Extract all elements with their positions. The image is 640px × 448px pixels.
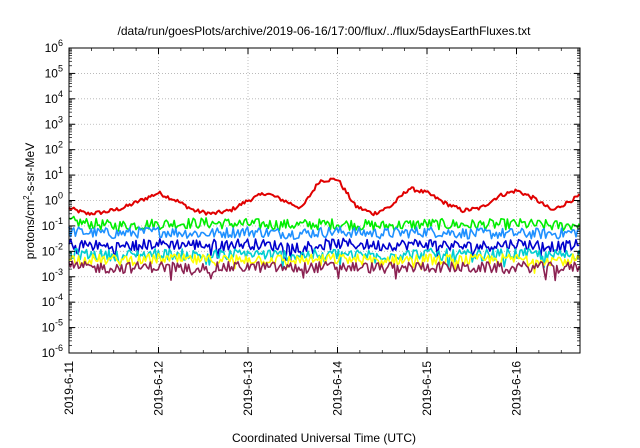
y-axis-label: protons/cm2-s-sr-MeV bbox=[22, 143, 37, 259]
y-tick-label: 10-1 bbox=[42, 216, 63, 233]
chart-title: /data/run/goesPlots/archive/2019-06-16/1… bbox=[118, 24, 532, 38]
x-tick-label: 2019-6-16 bbox=[510, 361, 524, 416]
series-line bbox=[68, 260, 580, 282]
x-tick-label: 2019-6-13 bbox=[241, 361, 255, 416]
y-tick-label: 10-5 bbox=[42, 318, 63, 335]
y-tick-label: 101 bbox=[45, 165, 63, 182]
series-line bbox=[68, 237, 580, 262]
series-line bbox=[68, 177, 581, 217]
x-tick-label: 2019-6-12 bbox=[152, 361, 166, 416]
series-line bbox=[68, 225, 580, 240]
y-tick-label: 103 bbox=[45, 114, 63, 131]
y-tick-label: 10-4 bbox=[42, 292, 63, 309]
grid-lines bbox=[69, 48, 580, 353]
y-tick-label: 100 bbox=[45, 191, 63, 208]
x-axis-ticks: 2019-6-11 2019-6-12 2019-6-13 2019-6-14 2019… bbox=[62, 48, 562, 416]
y-axis-ticks: 10-6 10-5 10-4 10-3 10-2 10-1 100 101 102 103 104 1… bbox=[42, 38, 580, 360]
y-tick-label: 10-6 bbox=[42, 343, 63, 360]
data-series-group bbox=[68, 177, 581, 282]
y-tick-label: 102 bbox=[45, 140, 63, 157]
x-tick-label: 2019-6-14 bbox=[331, 361, 345, 416]
series-line bbox=[68, 215, 580, 232]
x-tick-label: 2019-6-11 bbox=[62, 361, 76, 415]
x-tick-label: 2019-6-15 bbox=[420, 361, 434, 416]
y-tick-label: 105 bbox=[45, 63, 63, 80]
plot-frame bbox=[68, 47, 581, 354]
series-line bbox=[68, 247, 580, 270]
y-tick-label: 10-3 bbox=[42, 267, 63, 284]
y-tick-label: 106 bbox=[45, 38, 63, 55]
x-axis-label: Coordinated Universal Time (UTC) bbox=[232, 431, 416, 445]
series-line bbox=[68, 252, 580, 275]
y-tick-label: 104 bbox=[45, 89, 63, 106]
y-tick-label: 10-2 bbox=[42, 241, 63, 258]
